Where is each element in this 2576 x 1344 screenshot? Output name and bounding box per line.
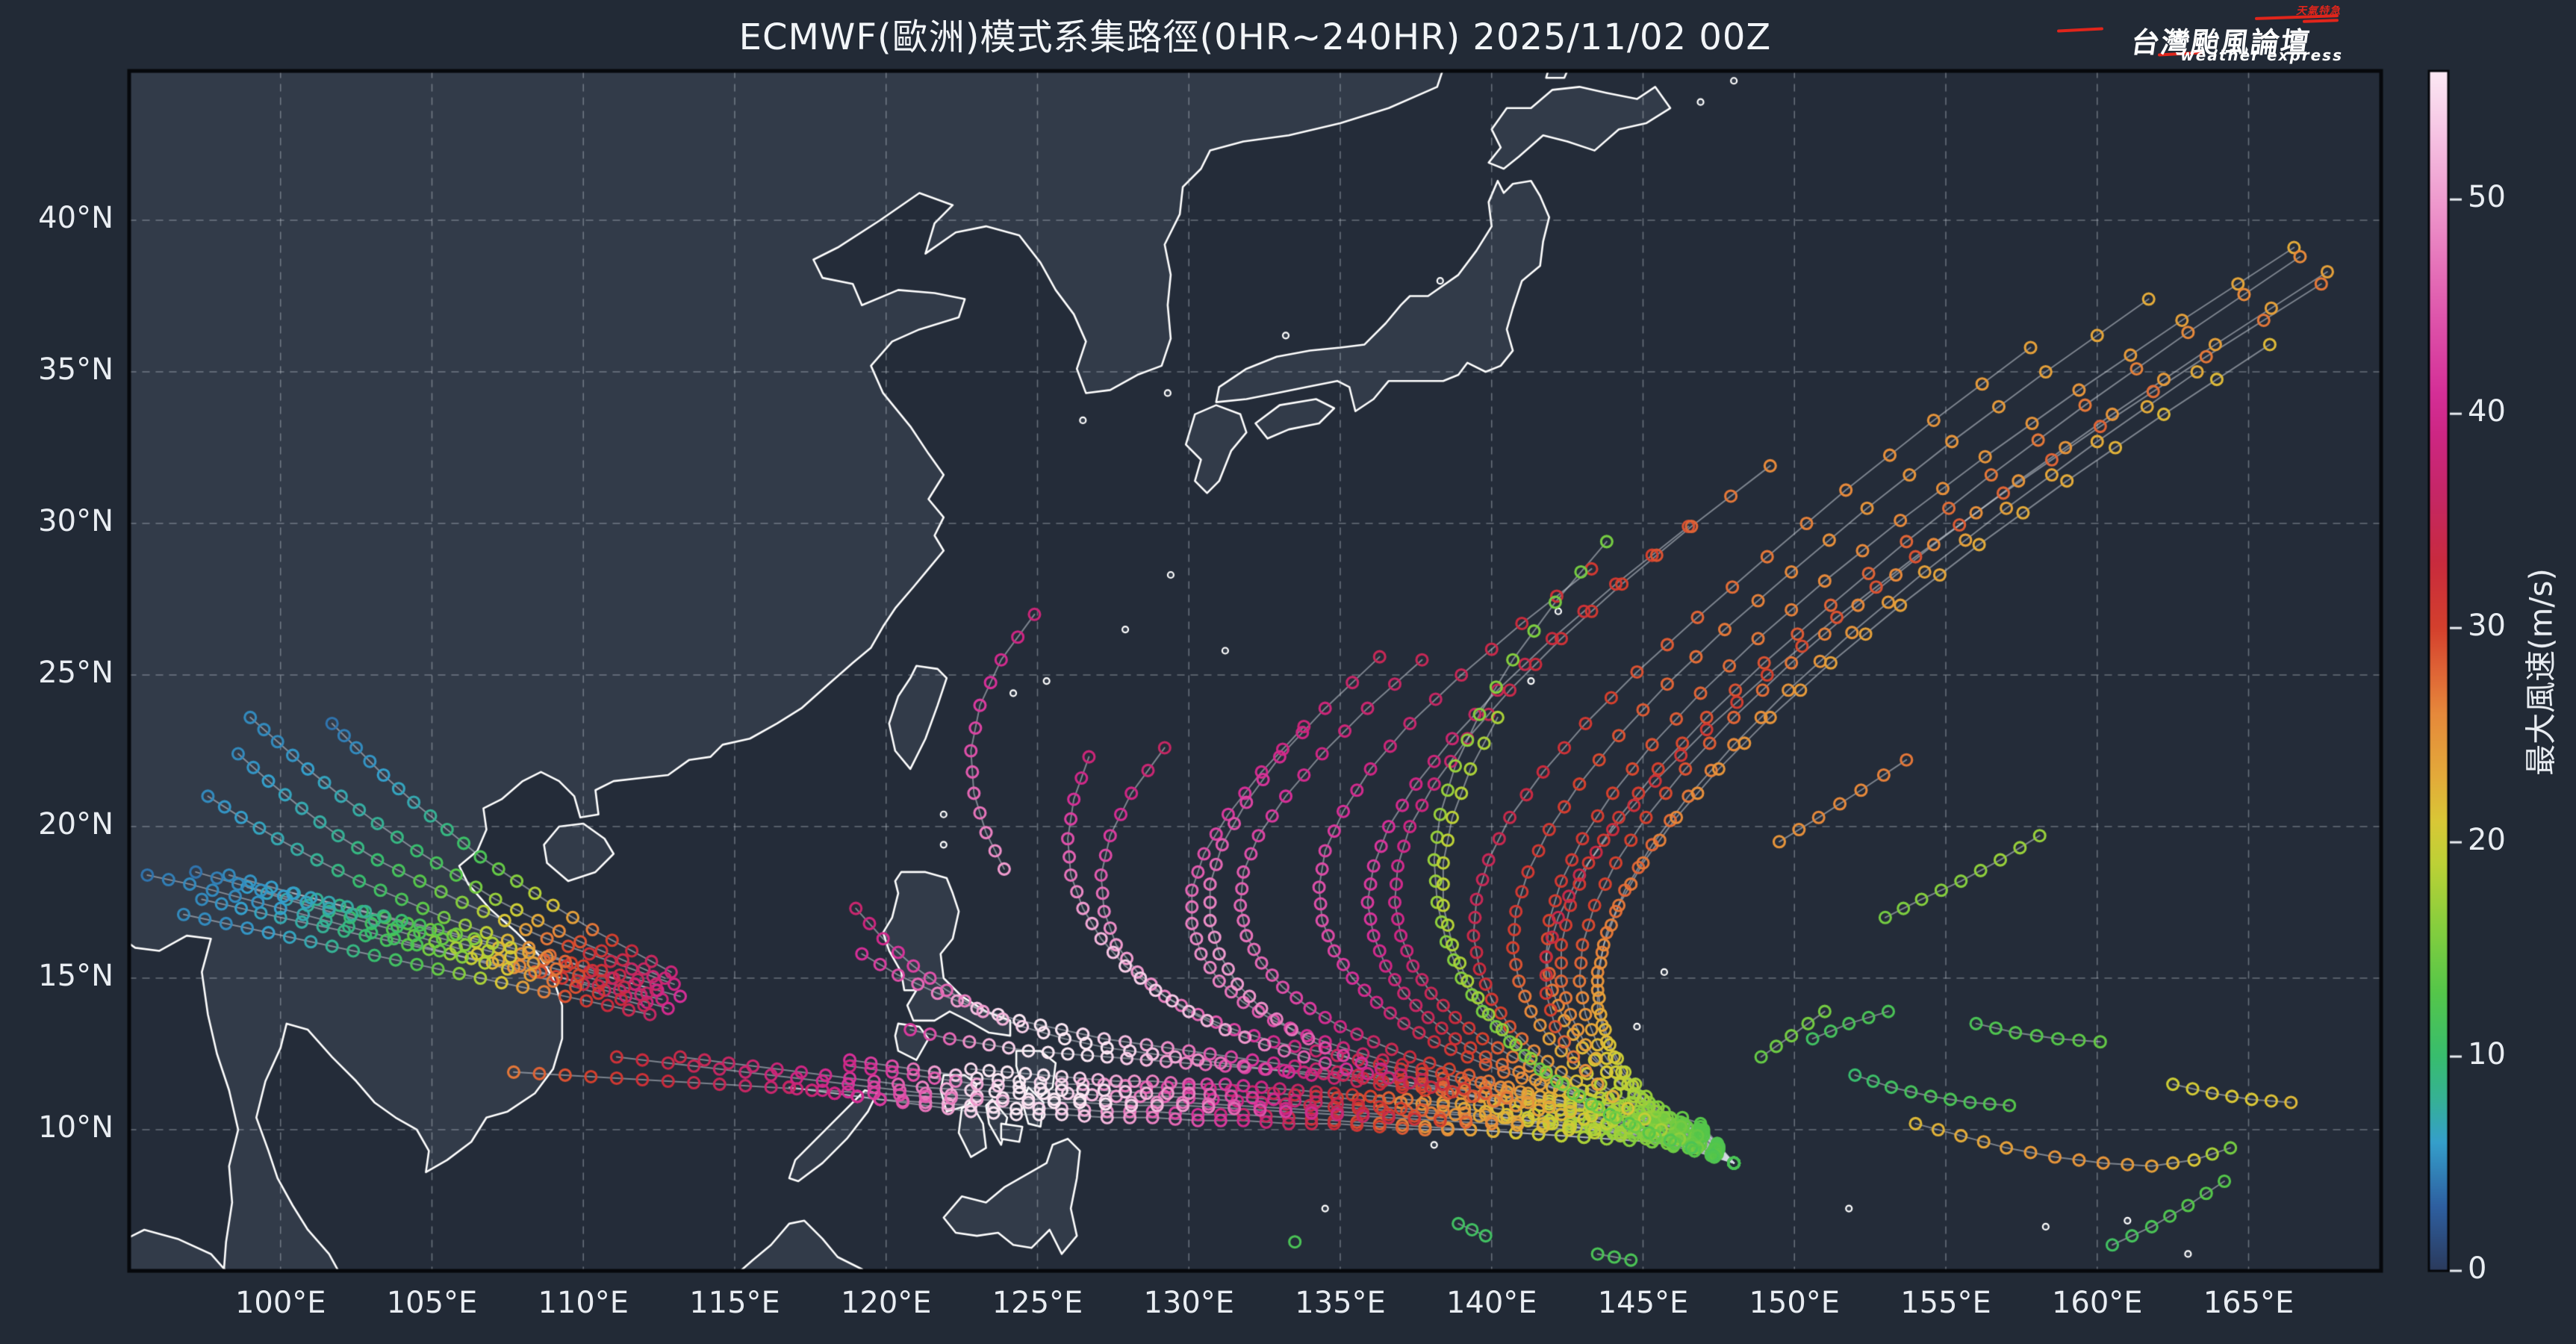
x-tick-label: 165°E [2203, 1286, 2295, 1320]
logo-subtitle: weather express [2180, 46, 2343, 64]
x-tick-label: 140°E [1446, 1286, 1537, 1320]
x-tick-label: 135°E [1295, 1286, 1386, 1320]
x-tick-label: 125°E [992, 1286, 1083, 1320]
x-tick-label: 120°E [840, 1286, 932, 1320]
logo-tagline: 天氣特急 [2296, 5, 2341, 17]
y-tick-label: 20°N [38, 806, 113, 841]
y-tick-label: 40°N [38, 200, 113, 235]
x-tick-label: 115°E [689, 1286, 780, 1320]
y-tick-label: 35°N [38, 352, 113, 387]
x-tick-label: 160°E [2051, 1286, 2143, 1320]
x-tick-label: 105°E [386, 1286, 478, 1320]
y-tick-label: 15°N [38, 958, 113, 993]
x-tick-label: 145°E [1597, 1286, 1689, 1320]
x-tick-label: 150°E [1749, 1286, 1841, 1320]
colorbar-tick-label: 0 [2468, 1251, 2487, 1286]
chart-title: ECMWF(歐洲)模式系集路徑(0HR~240HR) 2025/11/02 00… [738, 16, 1772, 58]
colorbar-tick-label: 50 [2468, 180, 2506, 215]
y-tick-label: 25°N [38, 655, 113, 690]
y-tick-label: 30°N [38, 503, 113, 538]
colorbar-title: 最大風速(m/s) [2522, 568, 2560, 776]
x-tick-label: 155°E [1900, 1286, 1991, 1320]
x-tick-label: 110°E [538, 1286, 629, 1320]
colorbar-tick-label: 30 [2468, 609, 2506, 644]
brand-logo: 天氣特急 台灣颱風論壇 weather express [2056, 0, 2397, 67]
x-tick-label: 130°E [1143, 1286, 1235, 1320]
y-tick-label: 10°N [38, 1110, 113, 1145]
colorbar-tick-label: 10 [2468, 1037, 2506, 1072]
colorbar-tick-label: 20 [2468, 823, 2506, 858]
colorbar-tick-label: 40 [2468, 394, 2506, 429]
x-tick-label: 100°E [234, 1286, 326, 1320]
